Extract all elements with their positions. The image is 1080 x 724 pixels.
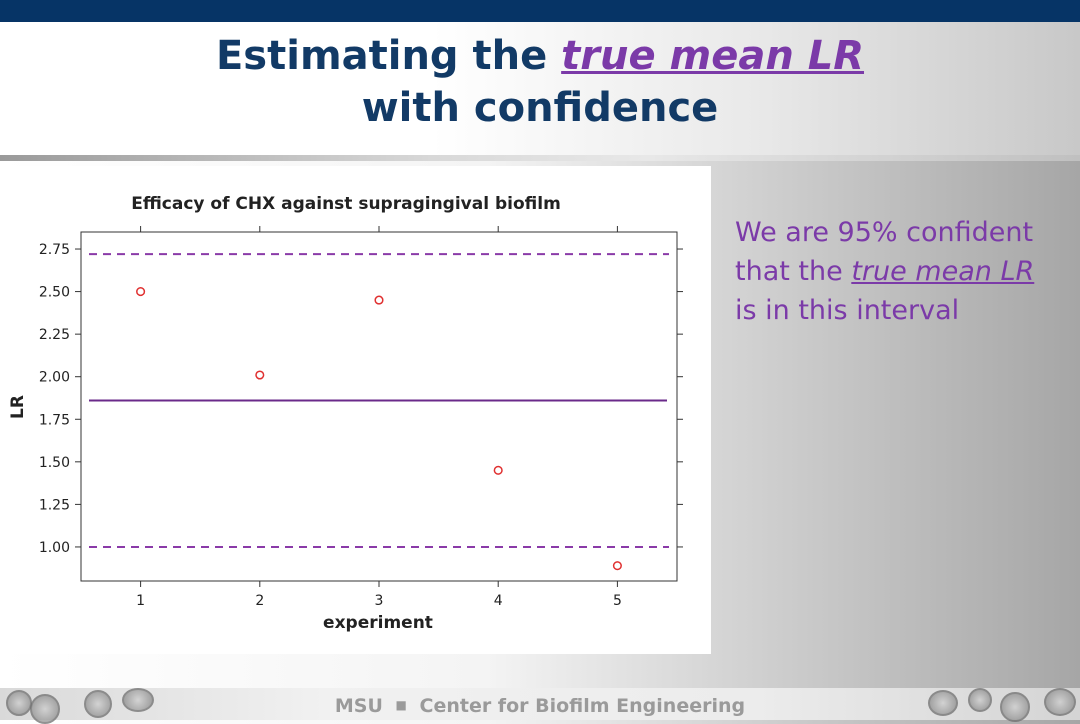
biofilm-cell-decoration	[122, 688, 154, 712]
slide-title: Estimating the true mean LR with confide…	[0, 30, 1080, 134]
footer-separator-icon: ■	[395, 698, 407, 712]
biofilm-cell-decoration	[968, 688, 992, 712]
y-axis-label: LR	[8, 395, 28, 419]
y-tick-label: 2.75	[39, 242, 70, 258]
statement-prefix: We are 95% confident that the	[735, 217, 1034, 287]
biofilm-cell-decoration	[1044, 688, 1076, 716]
x-axis-label: experiment	[323, 613, 433, 633]
data-points	[136, 287, 622, 571]
biofilm-cell-decoration	[928, 690, 958, 716]
y-tick-label: 1.50	[39, 455, 70, 471]
title-highlight: true mean LR	[561, 33, 865, 79]
title-prefix: Estimating the	[215, 33, 562, 79]
x-tick-label: 5	[613, 593, 622, 609]
footer-label: MSU ■ Center for Biofilm Engineering	[0, 693, 1080, 718]
chart-title: Efficacy of CHX against supragingival bi…	[131, 194, 561, 214]
y-tick-label: 1.00	[39, 540, 70, 556]
top-banner	[0, 0, 1080, 22]
y-tick-label: 1.25	[39, 497, 70, 513]
footer-msu: MSU	[334, 695, 383, 717]
plot-frame	[80, 231, 678, 582]
x-tick-label: 3	[375, 593, 384, 609]
axis-ticks: 1.00 1.25 1.50 1.75 2.00 2.25 2.50 2.75 1 2 3 4 5	[39, 226, 683, 609]
title-band	[0, 22, 1080, 156]
y-tick-label: 2.00	[39, 370, 70, 386]
statement-highlight: true mean LR	[851, 256, 1035, 287]
statement-suffix: is in this interval	[735, 295, 960, 326]
scatter-chart: Efficacy of CHX against supragingival bi…	[8, 194, 683, 633]
data-point	[612, 561, 622, 571]
x-tick-label: 4	[494, 593, 503, 609]
x-tick-label: 2	[255, 593, 264, 609]
footer-band	[0, 688, 1080, 724]
data-point	[136, 287, 146, 297]
data-point	[255, 370, 265, 380]
biofilm-cell-decoration	[84, 690, 112, 718]
x-tick-label: 1	[136, 593, 145, 609]
y-tick-label: 2.50	[39, 285, 70, 301]
y-tick-label: 1.75	[39, 412, 70, 428]
data-point	[493, 465, 503, 475]
data-point	[374, 295, 384, 305]
confidence-statement: We are 95% confident that the true mean …	[735, 213, 1055, 330]
title-line2: with confidence	[361, 85, 719, 131]
footer-center-name: Center for Biofilm Engineering	[419, 695, 746, 717]
title-divider	[0, 155, 1080, 161]
y-tick-label: 2.25	[39, 327, 70, 343]
chart-panel: Efficacy of CHX against supragingival bi…	[0, 166, 711, 654]
